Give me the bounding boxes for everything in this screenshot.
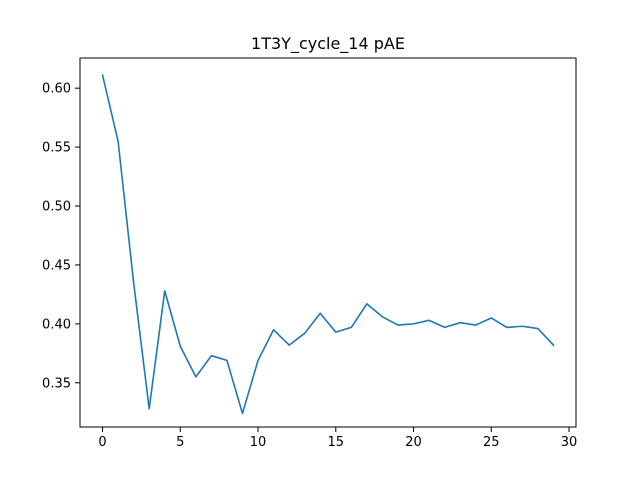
- chart-title: 1T3Y_cycle_14 pAE: [251, 34, 405, 54]
- y-tick-label: 0.45: [42, 258, 71, 273]
- y-tick-label: 0.55: [42, 141, 71, 156]
- x-tick-label: 0: [98, 435, 106, 450]
- y-tick-label: 0.50: [42, 200, 71, 215]
- x-tick-label: 5: [176, 435, 184, 450]
- x-tick-label: 20: [405, 435, 422, 450]
- series-line: [101, 74, 555, 415]
- y-tick-label: 0.40: [42, 317, 71, 332]
- series-layer: [101, 74, 555, 415]
- y-tick-label: 0.35: [42, 376, 71, 391]
- x-tick-label: 30: [561, 435, 578, 450]
- x-tick-label: 10: [250, 435, 267, 450]
- x-tick-label: 15: [328, 435, 345, 450]
- x-tick-label: 25: [483, 435, 500, 450]
- axes: 0 5 10 15 20 25 30 0.35 0.40 0.45 0.50 0.55 0.60: [42, 82, 577, 450]
- y-tick-label: 0.60: [42, 82, 71, 97]
- plot-frame: [79, 57, 577, 428]
